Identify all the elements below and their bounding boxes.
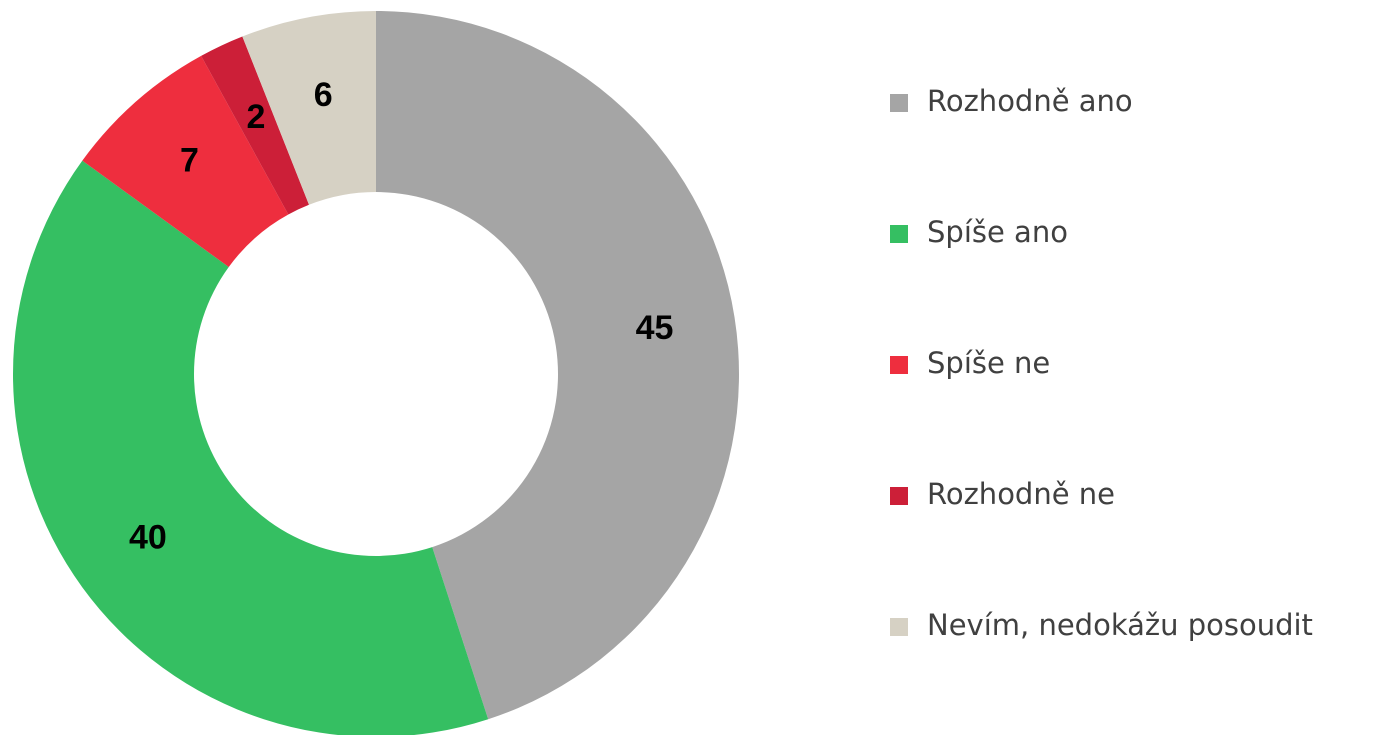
legend-label: Rozhodně ne [927, 477, 1115, 511]
legend-swatch [890, 94, 908, 112]
donut-slice [13, 160, 489, 735]
legend-label: Spíše ne [927, 346, 1050, 380]
data-label: 7 [180, 141, 199, 179]
donut-slice [376, 11, 740, 720]
legend-swatch [890, 487, 908, 505]
legend-swatch [890, 225, 908, 243]
legend-swatch [890, 356, 908, 374]
legend-label: Rozhodně ano [927, 84, 1133, 118]
donut-slice [82, 55, 289, 268]
data-label: 2 [246, 98, 265, 136]
legend-label: Spíše ano [927, 215, 1068, 249]
data-label: 40 [129, 519, 167, 557]
legend-swatch [890, 618, 908, 636]
data-label: 45 [636, 309, 674, 347]
legend-label: Nevím, nedokážu posoudit [927, 608, 1313, 642]
donut-slice [242, 11, 376, 205]
data-label: 6 [314, 76, 333, 114]
donut-slice [201, 36, 310, 215]
